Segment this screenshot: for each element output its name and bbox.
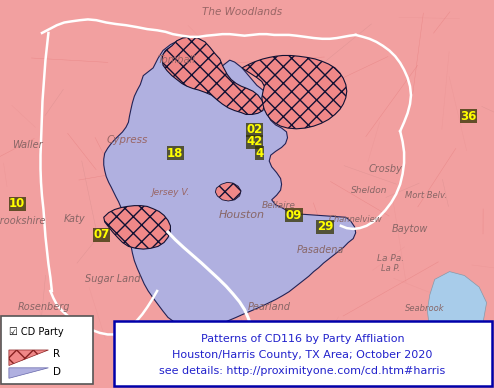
Text: La P.: La P.: [381, 264, 400, 274]
Text: 09: 09: [286, 209, 302, 222]
Text: Mort Belv.: Mort Belv.: [405, 191, 447, 201]
Text: Houston/Harris County, TX Area; October 2020: Houston/Harris County, TX Area; October …: [172, 350, 433, 360]
FancyBboxPatch shape: [1, 316, 93, 384]
Text: D: D: [53, 367, 61, 377]
Polygon shape: [9, 350, 48, 365]
Text: 36: 36: [460, 110, 477, 123]
Text: 18: 18: [167, 147, 184, 160]
Text: 42: 42: [246, 135, 263, 148]
Text: 07: 07: [93, 228, 109, 241]
Text: Patterns of CD116 by Party Affliation: Patterns of CD116 by Party Affliation: [201, 334, 405, 344]
Text: Rosenberg: Rosenberg: [18, 301, 71, 312]
Text: Sugar Land: Sugar Land: [85, 274, 140, 284]
Polygon shape: [162, 37, 264, 114]
Text: Waller: Waller: [12, 140, 42, 151]
Text: Cypress: Cypress: [107, 135, 148, 145]
Text: 4: 4: [255, 147, 263, 160]
Text: Bellaire: Bellaire: [262, 201, 296, 210]
Text: Tomball: Tomball: [158, 55, 196, 65]
Polygon shape: [104, 206, 170, 249]
Polygon shape: [104, 41, 356, 333]
Text: Pearland: Pearland: [247, 301, 291, 312]
Text: Brookshire: Brookshire: [0, 216, 46, 226]
Text: 02: 02: [247, 123, 262, 137]
Text: Katy: Katy: [63, 214, 85, 224]
Text: The Woodlands: The Woodlands: [202, 7, 282, 17]
Text: Channelview: Channelview: [329, 215, 382, 224]
Text: Fresno: Fresno: [266, 321, 297, 331]
Text: 29: 29: [317, 220, 333, 234]
Text: Baytow: Baytow: [392, 224, 428, 234]
Text: Crosby: Crosby: [369, 164, 402, 174]
Polygon shape: [242, 55, 347, 129]
Text: Sheldon: Sheldon: [351, 185, 388, 195]
Text: ☑ CD Party: ☑ CD Party: [9, 327, 64, 337]
Text: Houston: Houston: [219, 210, 265, 220]
Text: R: R: [53, 349, 60, 359]
Text: Needville: Needville: [34, 368, 75, 377]
Text: 22: 22: [133, 331, 149, 344]
FancyBboxPatch shape: [114, 321, 492, 386]
Text: La Pa.: La Pa.: [377, 253, 404, 263]
Polygon shape: [9, 368, 48, 378]
Polygon shape: [427, 272, 487, 345]
Text: 10: 10: [9, 197, 25, 210]
Text: Pasadena: Pasadena: [296, 245, 344, 255]
Text: Seabrook: Seabrook: [405, 304, 445, 313]
Polygon shape: [215, 182, 241, 201]
Text: see details: http://proximityone.com/cd.htm#harris: see details: http://proximityone.com/cd.…: [160, 366, 446, 376]
Text: Jersey V.: Jersey V.: [151, 187, 190, 197]
